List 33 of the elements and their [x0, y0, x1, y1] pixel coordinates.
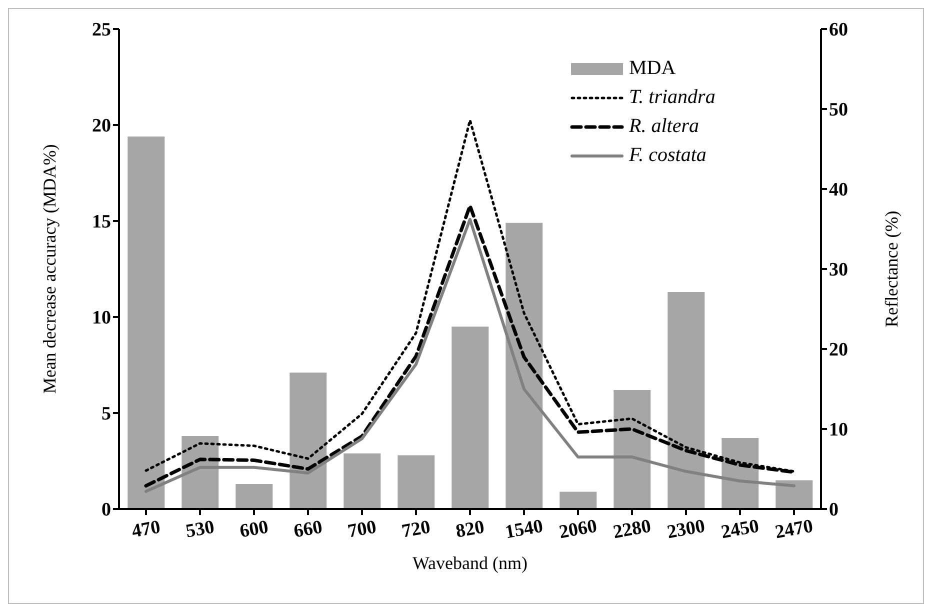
y2-tick-label: 50	[829, 100, 848, 121]
y2-tick-label: 20	[829, 340, 848, 361]
legend-label: MDA	[629, 57, 676, 80]
x-axis-title: Waveband (nm)	[412, 553, 528, 573]
x-tick-label: 600	[238, 516, 270, 542]
y-tick-label: 5	[102, 404, 111, 425]
y2-tick-label: 30	[829, 260, 848, 281]
y-tick-label: 25	[92, 20, 111, 41]
x-tick-label: 470	[130, 516, 162, 542]
x-tick-label: 530	[184, 516, 216, 542]
y2-tick-label: 60	[829, 20, 848, 41]
y-tick-label: 10	[92, 308, 111, 329]
y2-axis-title: Reflectance (%)	[881, 210, 902, 328]
legend-label: R. altera	[629, 115, 699, 138]
x-tick-label: 2280	[612, 516, 653, 544]
x-tick-label: 820	[454, 516, 486, 542]
legend-label: T. triandra	[629, 86, 716, 109]
x-tick-label: 2300	[666, 516, 707, 544]
x-tick-label: 660	[292, 516, 324, 542]
x-tick-label: 2060	[558, 516, 599, 544]
y-tick-label: 0	[102, 500, 111, 521]
x-tick-label: 1540	[504, 516, 545, 544]
x-tick-label: 2470	[774, 516, 815, 544]
legend-label: F. costata	[629, 144, 706, 167]
y-axis-title: Mean decrease accuracy (MDA%)	[39, 144, 60, 394]
x-tick-label: 2450	[720, 516, 761, 544]
x-tick-label: 700	[346, 516, 378, 542]
y2-tick-label: 40	[829, 180, 848, 201]
x-tick-label: 720	[400, 516, 432, 542]
y-tick-label: 20	[92, 116, 111, 137]
y2-tick-label: 0	[829, 500, 838, 521]
y-tick-label: 15	[92, 212, 111, 233]
y2-tick-label: 10	[829, 420, 848, 441]
